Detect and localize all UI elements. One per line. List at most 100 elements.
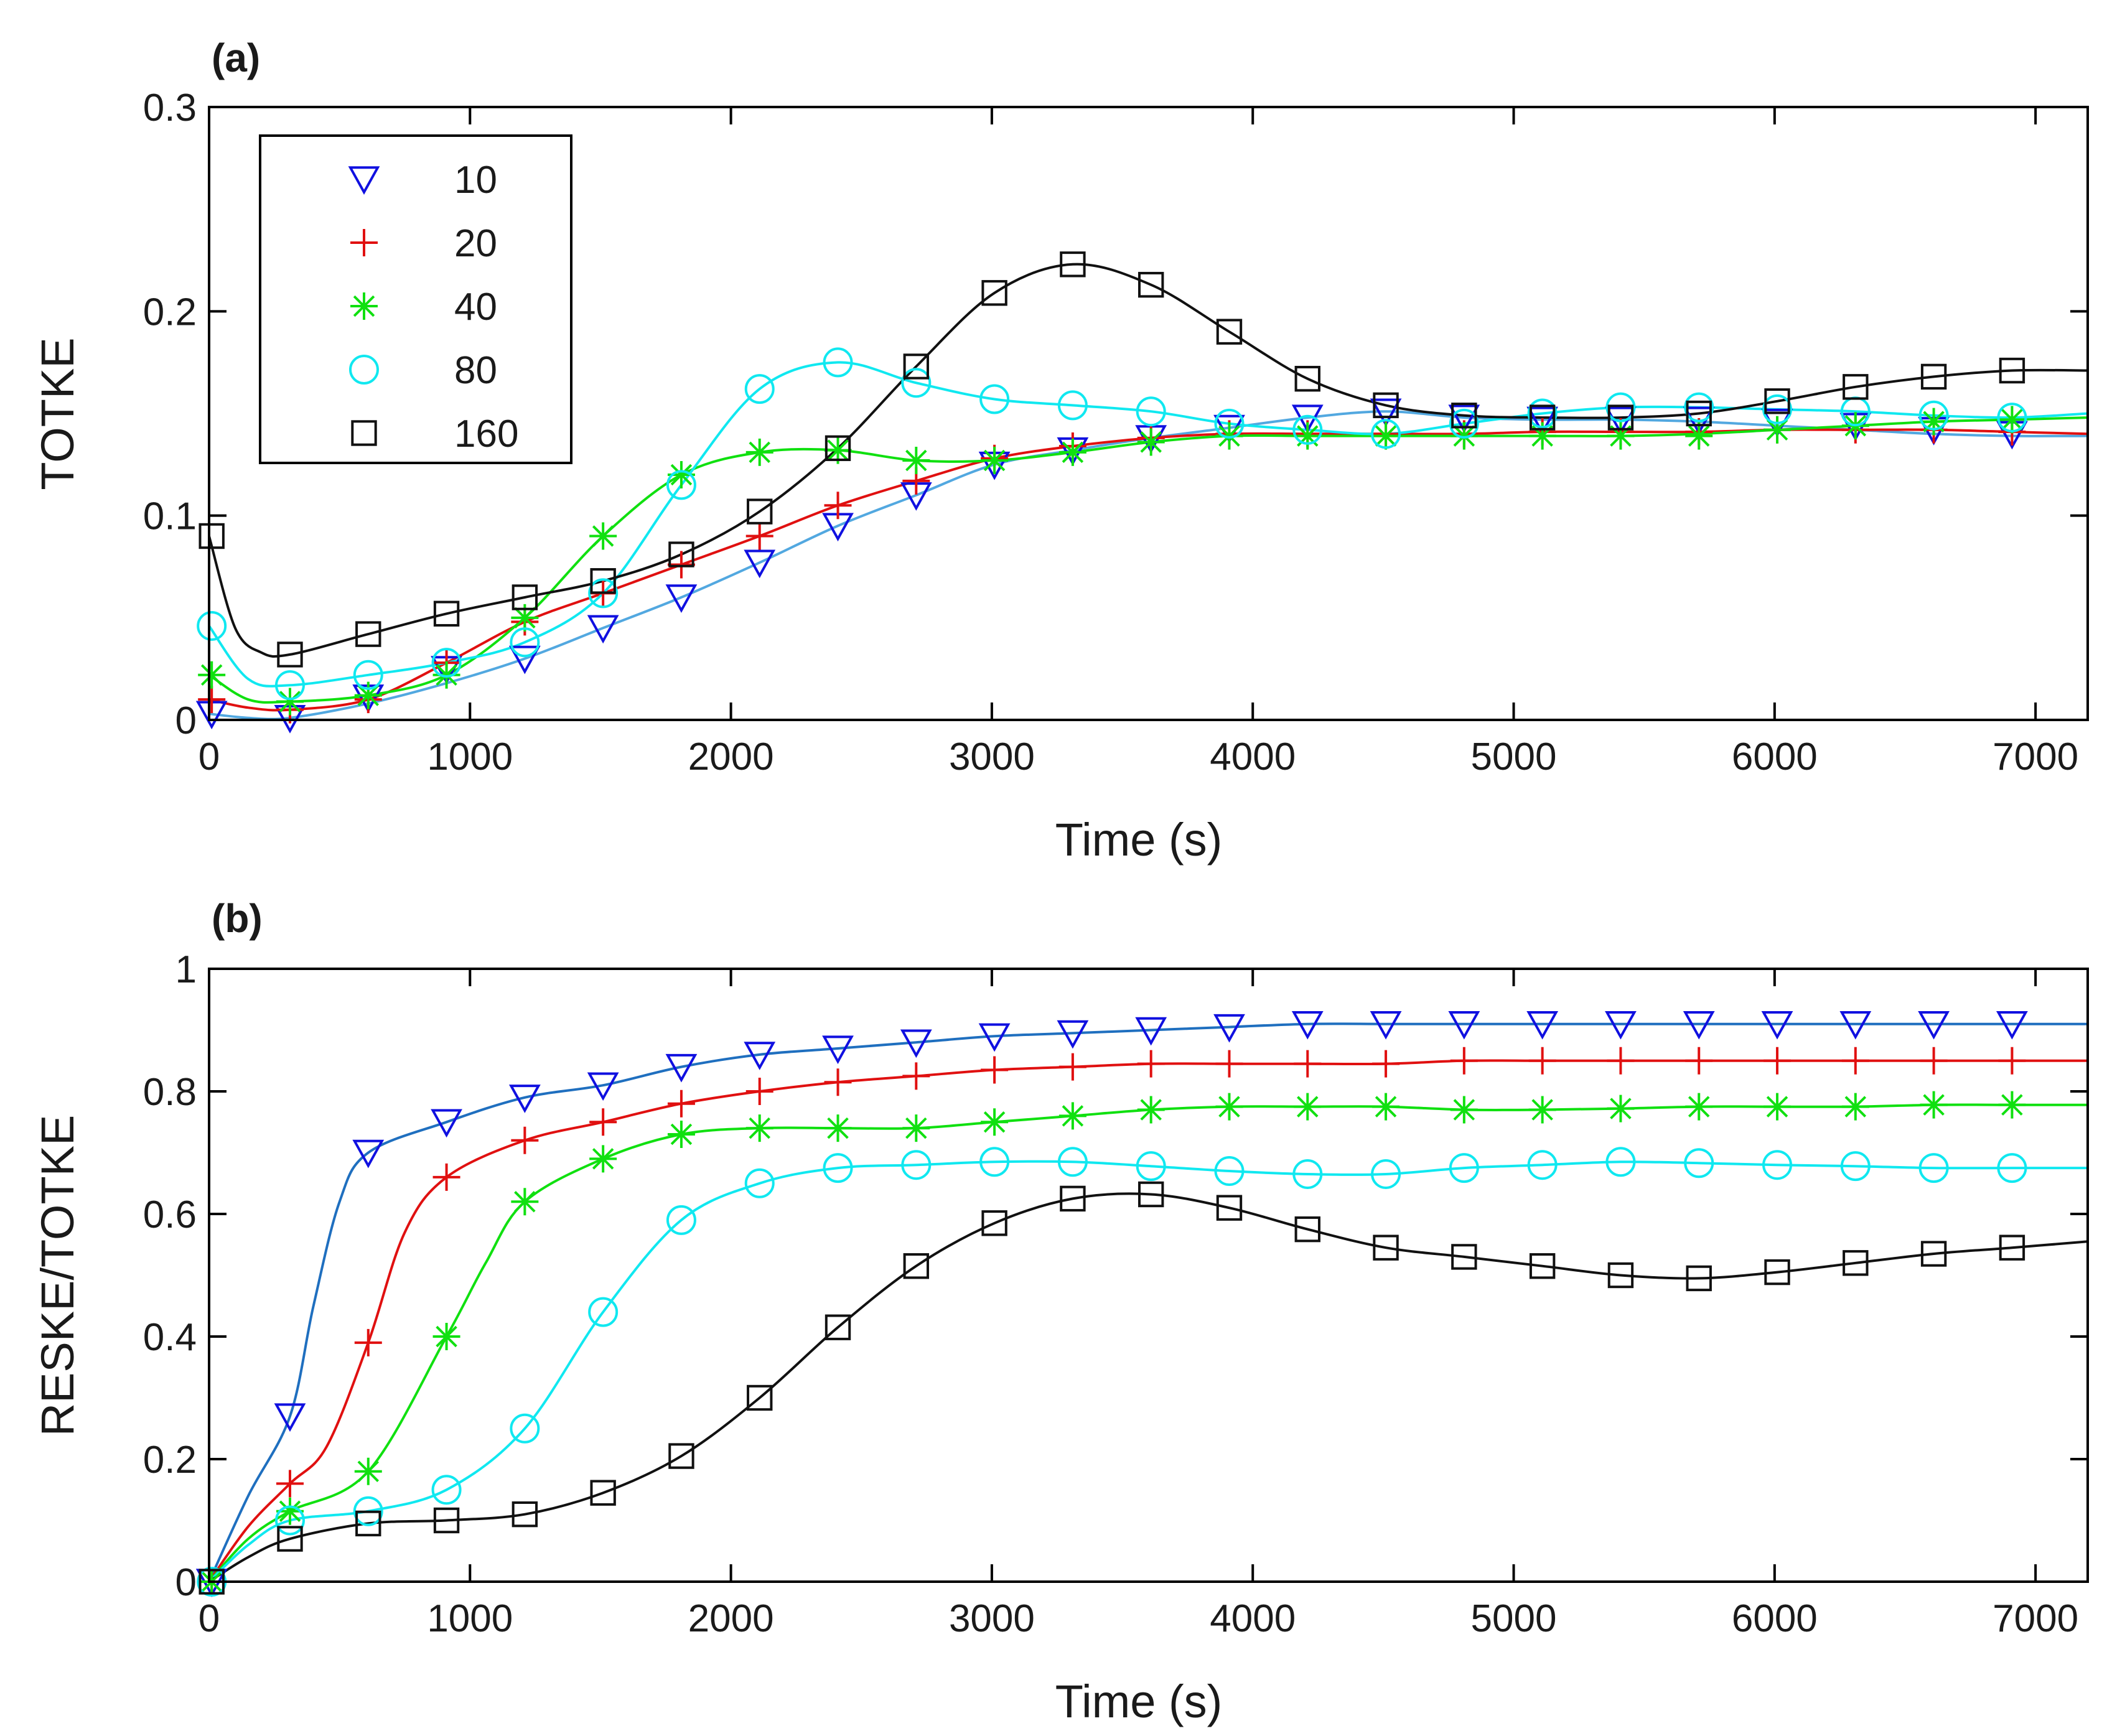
- marker-40-10: [981, 1108, 1009, 1136]
- legend-marker-20: [350, 229, 378, 256]
- panel-a-y-axis-label: TOTKE: [32, 337, 83, 490]
- marker-80-21: [1840, 1151, 1871, 1182]
- x-tick-label: 4000: [1210, 1597, 1296, 1640]
- marker-20-21: [1841, 1047, 1869, 1075]
- marker-80-9: [901, 368, 932, 398]
- marker-40-10: [981, 447, 1009, 475]
- marker-20-0: [198, 686, 226, 714]
- marker-80-5: [588, 1297, 619, 1327]
- marker-10-10: [978, 1023, 1011, 1052]
- series-line-40: [209, 1103, 2088, 1582]
- marker-10-2: [352, 1139, 385, 1169]
- marker-80-9: [901, 1150, 932, 1180]
- x-tick-label: 0: [199, 735, 220, 778]
- marker-160-15: [1373, 1234, 1399, 1261]
- marker-160-12: [1138, 271, 1164, 298]
- marker-40-4: [511, 1188, 539, 1216]
- marker-10-16: [1448, 404, 1480, 434]
- series-markers-160: [199, 1181, 2025, 1595]
- marker-80-1: [274, 670, 305, 701]
- marker-10-6: [665, 584, 698, 614]
- marker-40-22: [1920, 408, 1948, 436]
- marker-10-6: [665, 1053, 698, 1083]
- marker-40-6: [667, 1120, 695, 1148]
- marker-40-11: [1058, 438, 1086, 466]
- marker-160-19: [1686, 400, 1712, 427]
- marker-20-6: [667, 551, 695, 579]
- marker-10-17: [1526, 1010, 1559, 1040]
- marker-160-21: [1843, 374, 1869, 400]
- marker-40-20: [1764, 1093, 1792, 1121]
- series-markers: [195, 1010, 2028, 1598]
- panel-a-x-axis-label: Time (s): [1055, 814, 1223, 866]
- marker-20-9: [902, 1062, 930, 1090]
- series-line-20: [209, 1059, 2088, 1582]
- marker-80-19: [1684, 1148, 1714, 1178]
- marker-40-15: [1372, 422, 1400, 450]
- marker-40-20: [1764, 416, 1792, 444]
- marker-160-13: [1216, 319, 1243, 345]
- marker-40-22: [1920, 1091, 1948, 1119]
- marker-40-7: [745, 438, 773, 466]
- marker-160-14: [1294, 365, 1320, 392]
- series-markers-80: [197, 1147, 2027, 1597]
- series-markers-160: [199, 251, 2025, 668]
- marker-160-3: [433, 1507, 460, 1534]
- series-line-160: [209, 1192, 2088, 1582]
- marker-160-11: [1060, 1185, 1086, 1212]
- marker-80-3: [431, 1475, 462, 1505]
- y-tick-label: 1: [175, 948, 197, 991]
- marker-160-23: [1999, 357, 2025, 384]
- marker-20-19: [1685, 1047, 1713, 1075]
- series-markers-40: [198, 406, 2026, 716]
- marker-160-22: [1920, 1241, 1947, 1267]
- marker-40-23: [1998, 1091, 2026, 1119]
- marker-10-5: [587, 615, 619, 644]
- marker-10-21: [1839, 1010, 1872, 1040]
- marker-80-18: [1605, 392, 1636, 422]
- legend-box: [259, 134, 572, 464]
- marker-40-6: [667, 461, 695, 488]
- x-tick-label: 1000: [427, 735, 513, 778]
- marker-80-0: [197, 610, 227, 641]
- legend-entry-40: 40: [350, 286, 497, 329]
- marker-40-2: [354, 1457, 382, 1485]
- marker-20-7: [745, 522, 773, 550]
- marker-20-16: [1450, 1047, 1478, 1075]
- marker-20-2: [354, 1328, 382, 1356]
- marker-20-18: [1607, 1047, 1635, 1075]
- marker-80-19: [1684, 392, 1714, 422]
- marker-80-14: [1292, 414, 1323, 445]
- panel-b-x-axis-label: Time (s): [1055, 1676, 1223, 1727]
- marker-160-8: [825, 1314, 851, 1340]
- marker-10-22: [1918, 1010, 1950, 1040]
- marker-20-14: [1294, 1050, 1322, 1078]
- panel-b-axes-box: [208, 968, 2089, 1583]
- marker-40-5: [589, 1145, 617, 1173]
- legend-entries: 10 20 40 80 160: [348, 159, 518, 455]
- series-markers: [195, 251, 2028, 734]
- marker-40-19: [1685, 1093, 1713, 1121]
- marker-160-10: [981, 280, 1007, 306]
- marker-160-4: [512, 584, 538, 610]
- marker-10-8: [822, 1035, 854, 1065]
- y-tick-label: 0.2: [143, 291, 197, 334]
- marker-160-12: [1138, 1181, 1164, 1208]
- marker-40-19: [1685, 422, 1713, 450]
- marker-80-1: [274, 1505, 305, 1536]
- marker-160-2: [355, 1510, 381, 1537]
- y-tick-label: 0.1: [143, 495, 197, 538]
- marker-160-6: [668, 1443, 694, 1469]
- marker-160-8: [825, 435, 851, 462]
- marker-80-14: [1292, 1159, 1323, 1189]
- legend-marker-40: [350, 292, 378, 320]
- marker-10-13: [1213, 1014, 1245, 1043]
- x-tick-label: 2000: [688, 1597, 774, 1640]
- marker-160-23: [1999, 1234, 2025, 1261]
- marker-40-18: [1607, 1094, 1635, 1122]
- marker-10-1: [274, 1403, 306, 1432]
- marker-80-7: [744, 374, 775, 404]
- marker-20-1: [276, 1470, 304, 1498]
- series-line-20: [209, 428, 2088, 712]
- marker-80-15: [1371, 419, 1401, 449]
